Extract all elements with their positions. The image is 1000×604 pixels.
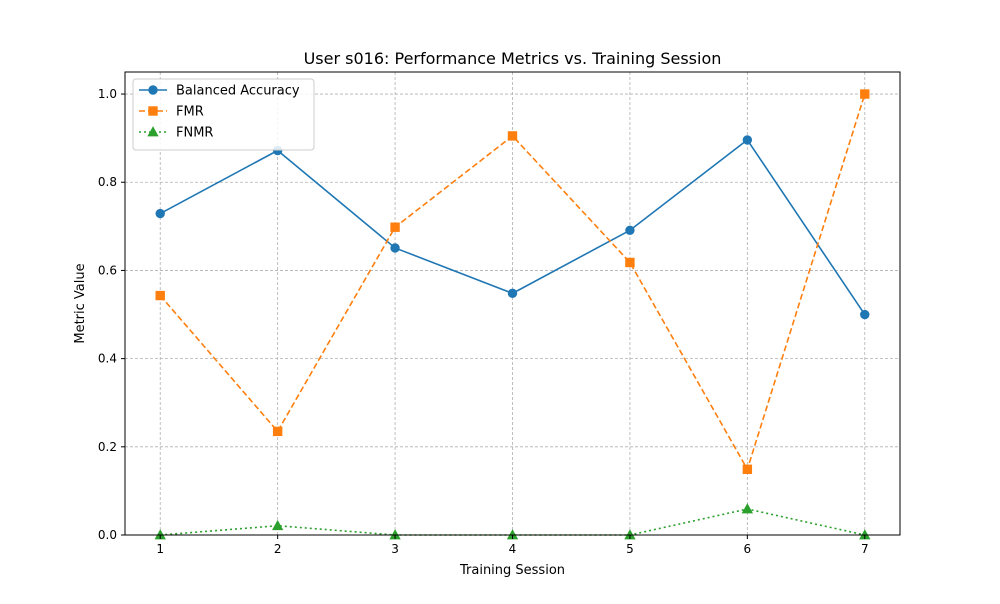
- data-point-fmr: [860, 89, 870, 99]
- series-layer: [154, 89, 871, 540]
- data-point-fmr: [742, 464, 753, 474]
- data-point-fmr: [507, 131, 518, 141]
- axis-ticks: 1 2 3 4 5 6 7 0.0 0.2 0.4 0.6 0.8 1.0: [98, 87, 869, 556]
- data-point-balanced-accuracy: [860, 309, 870, 320]
- x-tick-label: 1: [156, 542, 164, 556]
- y-tick-label: 1.0: [98, 87, 117, 101]
- y-tick-label: 0.4: [98, 352, 117, 366]
- legend-label-fmr: FMR: [176, 105, 204, 120]
- legend-marker-fnmr: [147, 126, 159, 137]
- y-tick-label: 0.2: [98, 440, 117, 454]
- x-tick-label: 5: [626, 542, 634, 556]
- data-point-fnmr: [272, 519, 284, 531]
- legend-marker-fmr: [148, 106, 158, 116]
- legend-box: [132, 78, 315, 151]
- x-tick-label: 6: [744, 542, 752, 556]
- series-fmr: [155, 89, 870, 474]
- legend-label-balanced-accuracy: Balanced Accuracy: [176, 84, 300, 99]
- data-point-fmr: [272, 426, 283, 437]
- data-point-balanced-accuracy: [625, 225, 635, 236]
- data-point-balanced-accuracy: [507, 288, 518, 299]
- data-point-fmr: [625, 257, 635, 268]
- y-tick-label: 0.0: [98, 528, 117, 542]
- data-point-balanced-accuracy: [742, 135, 753, 145]
- y-axis-label: Metric Value: [73, 263, 88, 343]
- y-tick-label: 0.6: [98, 263, 117, 277]
- legend-label-fnmr: FNMR: [176, 126, 213, 141]
- legend: Balanced Accuracy FMR FNMR: [132, 78, 315, 151]
- x-tick-label: 3: [391, 542, 399, 556]
- data-point-fmr: [155, 290, 165, 301]
- data-point-fmr: [390, 222, 400, 232]
- legend-marker-balanced-accuracy: [148, 85, 158, 95]
- x-tick-label: 2: [274, 542, 282, 556]
- x-tick-label: 4: [509, 542, 517, 556]
- data-point-fnmr: [741, 503, 753, 514]
- y-tick-label: 0.8: [98, 175, 117, 189]
- chart-title: User s016: Performance Metrics vs. Train…: [304, 49, 722, 68]
- x-axis-label: Training Session: [459, 563, 565, 578]
- data-point-balanced-accuracy: [155, 208, 165, 219]
- x-tick-label: 7: [861, 542, 869, 556]
- data-point-balanced-accuracy: [390, 243, 400, 253]
